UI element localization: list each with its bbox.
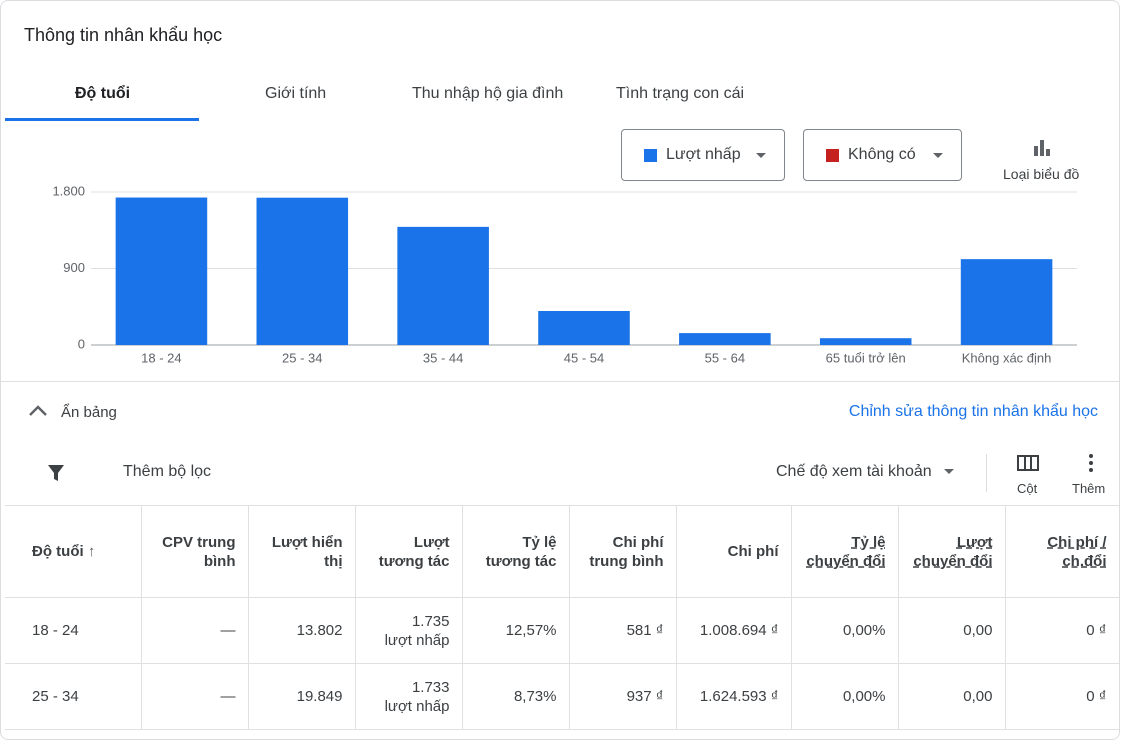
table-cell: 13.802 <box>248 597 356 664</box>
table-cell: 0 ₫ <box>1005 597 1119 664</box>
tab[interactable]: Độ tuổi <box>75 85 131 102</box>
card-title: Thông tin nhân khẩu học <box>24 25 223 45</box>
add-filter[interactable]: Thêm bộ lọc <box>123 463 212 480</box>
tab[interactable]: Thu nhập hộ gia đình <box>412 85 564 102</box>
x-tick-label: 25 - 34 <box>282 350 322 365</box>
tab-indicator <box>5 118 199 121</box>
header-text: Chi phí / ch.đổi <box>1047 533 1107 570</box>
y-tick-label: 1.800 <box>52 183 85 198</box>
column-header: Lượt chuyển đổi <box>898 505 1006 598</box>
column-header: Lượt tương tác <box>355 505 463 598</box>
metric-dropdown[interactable]: Lượt nhấp <box>621 129 785 181</box>
table-cell: 0 ₫ <box>1005 663 1119 730</box>
header-text: Tỷ lệ tương tác <box>485 533 557 570</box>
bar <box>115 197 208 345</box>
table-cell: 19.849 <box>248 663 356 730</box>
table-cell: 0,00% <box>791 597 899 664</box>
caret <box>933 153 943 158</box>
bar <box>679 333 771 345</box>
column-header: Lượt hiển thị <box>248 505 356 598</box>
x-tick-label: 55 - 64 <box>705 350 745 365</box>
column-header: Chi phí <box>676 505 792 598</box>
header-text: Độ tuổi <box>32 543 84 560</box>
x-tick-label: 65 tuổi trở lên <box>826 350 906 365</box>
header-text: Lượt hiển thị <box>271 533 343 570</box>
tab[interactable]: Giới tính <box>265 85 327 102</box>
hide-table[interactable]: Ẩn bảng <box>61 404 117 421</box>
table-cell: — <box>141 663 249 730</box>
table-cell: 1.008.694 ₫ <box>676 597 792 664</box>
table-cell: 937 ₫ <box>569 663 677 730</box>
view-select[interactable]: Chế độ xem tài khoản <box>776 463 932 480</box>
table-cell: — <box>141 597 249 664</box>
bar <box>538 311 630 345</box>
y-tick-label: 0 <box>78 336 85 351</box>
columns-label[interactable]: Cột <box>1017 481 1038 496</box>
x-tick-label: 45 - 54 <box>564 350 604 365</box>
column-header[interactable]: Độ tuổi ↑ <box>5 505 142 598</box>
column-header: Tỷ lệ chuyển đổi <box>791 505 899 598</box>
table-cell: 0,00 <box>898 597 1006 664</box>
legend-swatch <box>826 149 839 162</box>
bar <box>256 197 349 345</box>
header-text: Lượt tương tác <box>378 533 450 570</box>
table-row: 18 - 24—13.802 1.735 lượt nhấp 12,57% 581 ₫ 1… <box>5 597 1119 664</box>
header-text: Lượt chuyển đổi <box>913 533 993 570</box>
header-text: Chi phí trung bình <box>589 533 664 570</box>
bar <box>397 226 489 345</box>
x-tick-label: Không xác định <box>962 350 1052 365</box>
table-cell: 1.733 lượt nhấp <box>355 663 463 730</box>
table-cell: 12,57% <box>462 597 570 664</box>
bar <box>819 338 912 345</box>
chart-type-label[interactable]: Loại biểu đồ <box>1003 166 1080 182</box>
cell-line: 1.733 <box>411 678 450 696</box>
table-cell: 0,00% <box>791 663 899 730</box>
bar <box>960 259 1053 345</box>
table-cell: 581 ₫ <box>569 597 677 664</box>
header-text: CPV trung bình <box>162 533 236 570</box>
x-tick-label: 35 - 44 <box>423 350 463 365</box>
table-row: 25 - 34—19.849 1.733 lượt nhấp 8,73% 937 ₫ 1.… <box>5 663 1119 730</box>
chart-type-icon[interactable] <box>1032 138 1052 158</box>
table-cell: 18 - 24 <box>5 597 142 664</box>
table-cell: 0,00 <box>898 663 1006 730</box>
more-label[interactable]: Thêm <box>1072 481 1106 496</box>
tab[interactable]: Tình trạng con cái <box>616 85 745 102</box>
metric-label: Không có <box>848 146 916 163</box>
header-text: Chi phí <box>727 543 779 560</box>
column-header: Chi phí trung bình <box>569 505 677 598</box>
metric-dropdown[interactable]: Không có <box>803 129 962 181</box>
sort-arrow: ↑ <box>83 543 96 560</box>
caret <box>944 469 954 474</box>
column-header: CPV trung bình <box>141 505 249 598</box>
cell-line: lượt nhấp <box>384 697 450 715</box>
column-header: Tỷ lệ tương tác <box>462 505 570 598</box>
table-cell: 1.735 lượt nhấp <box>355 597 463 664</box>
y-tick-label: 900 <box>63 260 85 275</box>
legend-swatch <box>644 149 657 162</box>
chevron-up[interactable] <box>28 403 48 419</box>
divider <box>1 381 1119 382</box>
edit-link[interactable]: Chỉnh sửa thông tin nhân khẩu học <box>848 403 1098 420</box>
caret <box>756 153 766 158</box>
header-text: Tỷ lệ chuyển đổi <box>806 533 886 570</box>
table-cell: 25 - 34 <box>5 663 142 730</box>
divider <box>986 454 987 492</box>
data-table: Độ tuổi ↑ CPV trung bình Lượt hiển thị Lượt… <box>5 505 1119 730</box>
table-cell: 1.624.593 ₫ <box>676 663 792 730</box>
column-header: Chi phí / ch.đổi <box>1005 505 1119 598</box>
cell-line: 1.735 <box>411 612 450 630</box>
metric-label: Lượt nhấp <box>666 146 741 163</box>
table-cell: 8,73% <box>462 663 570 730</box>
chart: 0 900 1.800 18 - 24 25 - 34 35 - 44 45 - 54 55 … <box>52 183 1077 365</box>
more-icon[interactable] <box>1086 453 1096 473</box>
cell-line: lượt nhấp <box>384 631 450 649</box>
columns-icon[interactable] <box>1017 454 1039 472</box>
x-tick-label: 18 - 24 <box>141 350 181 365</box>
filter-icon[interactable] <box>47 464 65 482</box>
